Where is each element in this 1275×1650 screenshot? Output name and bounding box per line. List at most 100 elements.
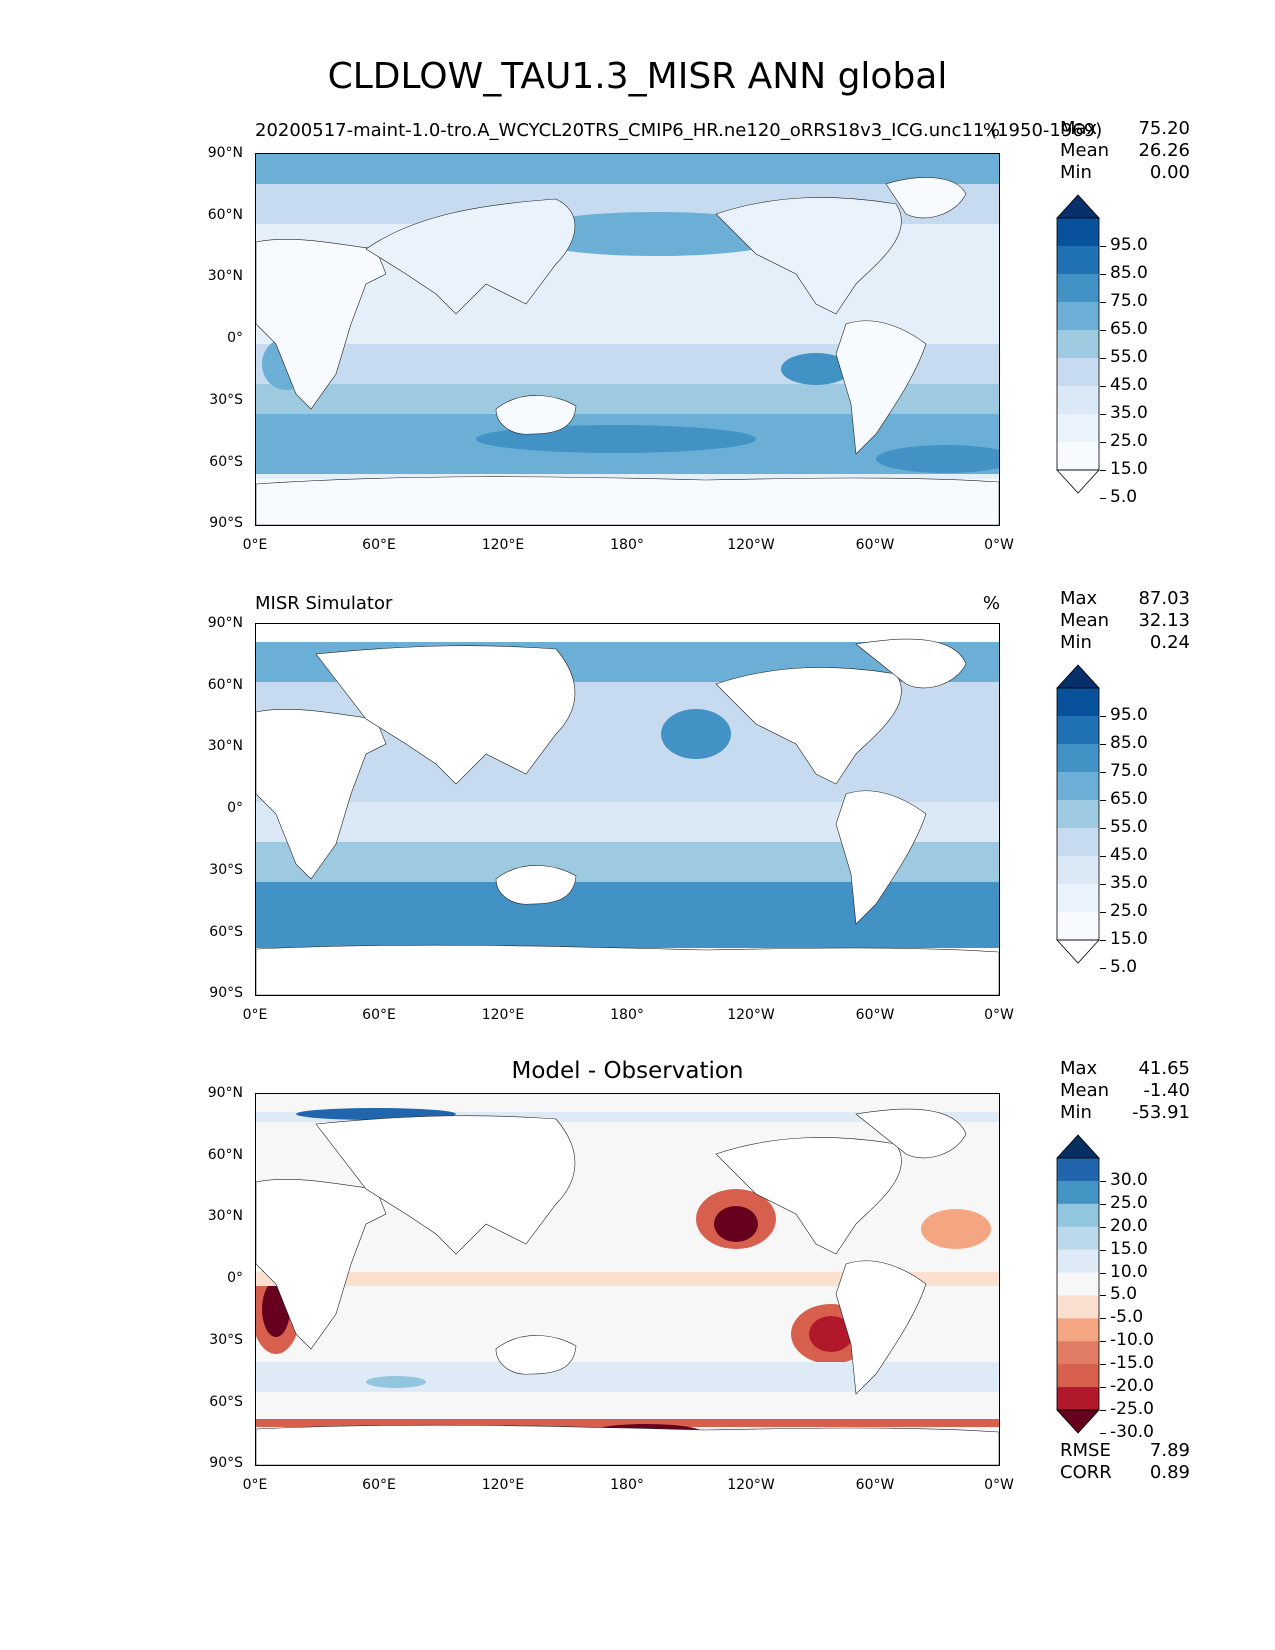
- y-tick-label: 0°: [227, 1270, 243, 1286]
- colorbar-tick: [1100, 358, 1106, 359]
- colorbar-tick-label: -30.0: [1110, 1421, 1154, 1442]
- colorbar-tick: [1100, 470, 1106, 471]
- y-tick-label: 30°S: [209, 862, 243, 878]
- colorbar: [1056, 194, 1100, 494]
- colorbar-tick-label: -20.0: [1110, 1376, 1154, 1397]
- x-tick-label: 120°E: [481, 1007, 525, 1023]
- stat-value: 87.03: [1138, 588, 1190, 609]
- colorbar-segment: [1057, 772, 1099, 801]
- y-tick-label: 90°N: [207, 145, 243, 161]
- colorbar-tick-label: 30.0: [1110, 1169, 1148, 1190]
- colorbar-tick: [1100, 1387, 1106, 1389]
- colorbar-tick-label: 55.0: [1110, 817, 1148, 837]
- colorbar-tick: [1100, 302, 1106, 303]
- y-tick-label: 60°S: [209, 924, 243, 940]
- colorbar: [1056, 664, 1100, 964]
- x-tick-label: 180°: [610, 1007, 644, 1023]
- colorbar-tick-label: 95.0: [1110, 235, 1148, 255]
- colorbar-tick-label: 25.0: [1110, 431, 1148, 451]
- colorbar-segment: [1057, 1158, 1099, 1182]
- x-tick-label: 120°W: [727, 1007, 775, 1023]
- x-tick-label: 60°W: [855, 1007, 895, 1023]
- stats-box: Max 75.20 Mean 26.26 Min 0.00: [1060, 118, 1190, 184]
- colorbar-outline: [1056, 1157, 1100, 1411]
- colorbar-segment: [1057, 1203, 1099, 1228]
- x-tick-label: 120°W: [727, 1477, 775, 1493]
- colorbar-tick: [1100, 1226, 1106, 1228]
- colorbar-tick-label: 85.0: [1110, 733, 1148, 753]
- colorbar-tick: [1100, 1180, 1106, 1182]
- stats-box: Max 41.65 Mean -1.40 Min -53.91: [1060, 1058, 1190, 1124]
- y-tick-label: 30°N: [207, 738, 243, 754]
- stat-value: 32.13: [1138, 610, 1190, 631]
- x-tick-label: 180°: [610, 1477, 644, 1493]
- figure-title: CLDLOW_TAU1.3_MISR ANN global: [327, 56, 948, 97]
- colorbar-tick: [1100, 246, 1106, 247]
- stat-value: 26.26: [1138, 140, 1190, 161]
- colorbar: [1056, 1134, 1100, 1434]
- x-tick-label: 60°E: [362, 1007, 396, 1023]
- colorbar-tick-label: 55.0: [1110, 347, 1148, 367]
- colorbar-tick-label: 5.0: [1110, 957, 1138, 977]
- colorbar-tick: [1100, 772, 1106, 773]
- colorbar-segment: [1057, 1318, 1099, 1342]
- colorbar-segment: [1057, 716, 1099, 745]
- y-tick-label: 60°N: [207, 207, 243, 223]
- colorbar-tick: [1100, 968, 1106, 969]
- y-tick-label: 0°: [227, 330, 243, 346]
- colorbar-tick: [1100, 856, 1106, 857]
- y-tick-label: 90°N: [207, 615, 243, 631]
- colorbar-tick-label: 10.0: [1110, 1261, 1148, 1282]
- stat-value: -1.40: [1143, 1080, 1190, 1101]
- colorbar-segment: [1057, 330, 1099, 359]
- colorbar-tick: [1100, 1341, 1106, 1343]
- colorbar-tick: [1100, 940, 1106, 941]
- x-tick-label: 0°W: [984, 1007, 1014, 1023]
- y-tick-label: 60°N: [207, 1147, 243, 1163]
- colorbar-tick-label: 95.0: [1110, 705, 1148, 725]
- colorbar-tick-label: 15.0: [1110, 1238, 1148, 1259]
- y-tick-label: 90°S: [209, 1455, 243, 1471]
- y-tick-label: 30°S: [209, 1332, 243, 1348]
- colorbar-segment: [1057, 884, 1099, 913]
- y-tick-label: 90°S: [209, 515, 243, 531]
- panel-subtitle: Model - Observation: [511, 1058, 744, 1084]
- colorbar-segment: [1057, 800, 1099, 829]
- stat-value: 75.20: [1138, 118, 1190, 139]
- colorbar-tick-label: 65.0: [1110, 319, 1148, 339]
- x-tick-label: 60°W: [855, 1477, 895, 1493]
- colorbar-tick-label: 75.0: [1110, 291, 1148, 311]
- stat-label: Min: [1060, 632, 1092, 653]
- stat-label: Max: [1060, 588, 1098, 609]
- colorbar-tick: [1100, 744, 1106, 745]
- panel-subtitle: 20200517-maint-1.0-tro.A_WCYCL20TRS_CMIP…: [255, 120, 1103, 141]
- map-difference: [255, 1093, 1000, 1466]
- colorbar-segment: [1057, 1341, 1099, 1365]
- colorbar-segment: [1057, 358, 1099, 387]
- colorbar-tick-label: 45.0: [1110, 845, 1148, 865]
- y-tick-label: 90°S: [209, 985, 243, 1001]
- colorbar-tick-label: 5.0: [1110, 487, 1138, 507]
- x-tick-label: 120°W: [727, 537, 775, 553]
- colorbar-tick: [1100, 884, 1106, 885]
- x-tick-label: 60°W: [855, 537, 895, 553]
- map-model: [255, 153, 1000, 526]
- colorbar-segment: [1057, 386, 1099, 415]
- colorbar-segment: [1057, 442, 1099, 471]
- colorbar-tick: [1100, 1410, 1106, 1411]
- metric-label: CORR: [1060, 1462, 1112, 1483]
- colorbar-extend-max: [1056, 664, 1100, 689]
- y-tick-label: 90°N: [207, 1085, 243, 1101]
- colorbar-tick: [1100, 1432, 1106, 1434]
- stat-value: 0.00: [1149, 162, 1190, 183]
- colorbar-tick-label: -10.0: [1110, 1330, 1154, 1351]
- colorbar-extend-max: [1056, 1134, 1100, 1159]
- colorbar-tick-label: 35.0: [1110, 873, 1148, 893]
- x-tick-label: 0°E: [242, 537, 268, 553]
- colorbar-segment: [1057, 1387, 1099, 1411]
- stat-label: Max: [1060, 118, 1098, 139]
- stat-value: 0.24: [1149, 632, 1190, 653]
- colorbar-segment: [1057, 302, 1099, 331]
- colorbar-segment: [1057, 1272, 1099, 1296]
- colorbar-segment: [1057, 688, 1099, 717]
